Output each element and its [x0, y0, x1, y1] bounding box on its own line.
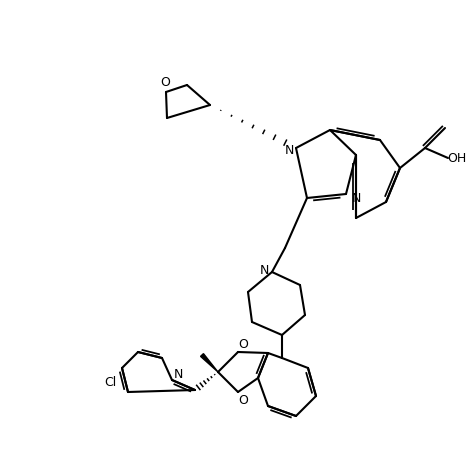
Text: OH: OH [447, 152, 467, 164]
Text: O: O [160, 77, 170, 90]
Text: Cl: Cl [104, 376, 116, 389]
Text: N: N [173, 367, 183, 381]
Text: N: N [259, 263, 269, 276]
Text: O: O [238, 338, 248, 351]
Polygon shape [201, 353, 218, 372]
Text: N: N [351, 193, 361, 206]
Text: O: O [238, 394, 248, 407]
Text: N: N [284, 145, 294, 158]
